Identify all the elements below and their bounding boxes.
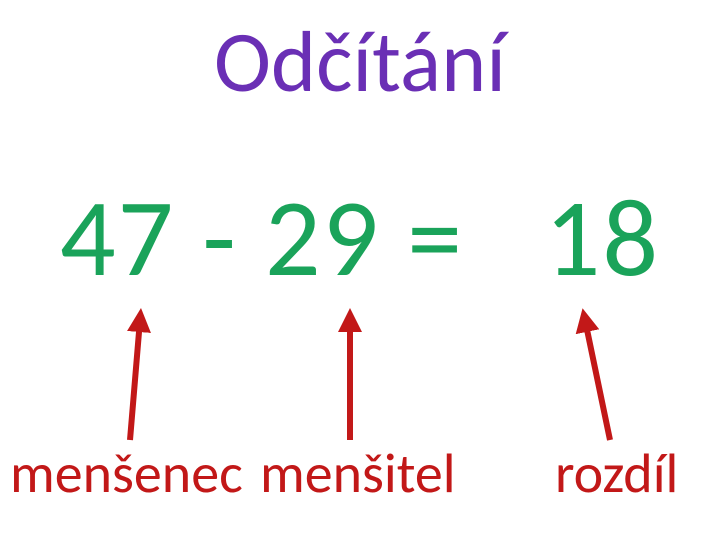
subtrahend-label: menšitel [260,440,456,508]
minuend-label: menšenec [10,440,243,508]
minus-operator: - [202,170,238,305]
equals-operator: = [407,170,464,305]
subtrahend-value: 29 [265,170,381,305]
difference-label: rozdíl [555,440,678,508]
arrow-line [130,320,140,440]
minuend-value: 47 [60,170,176,305]
subtraction-equation: 47 - 29 = 18 [0,170,720,305]
arrow-line [585,320,610,440]
page-title: Odčítání [0,10,720,115]
difference-value: 18 [545,170,661,305]
